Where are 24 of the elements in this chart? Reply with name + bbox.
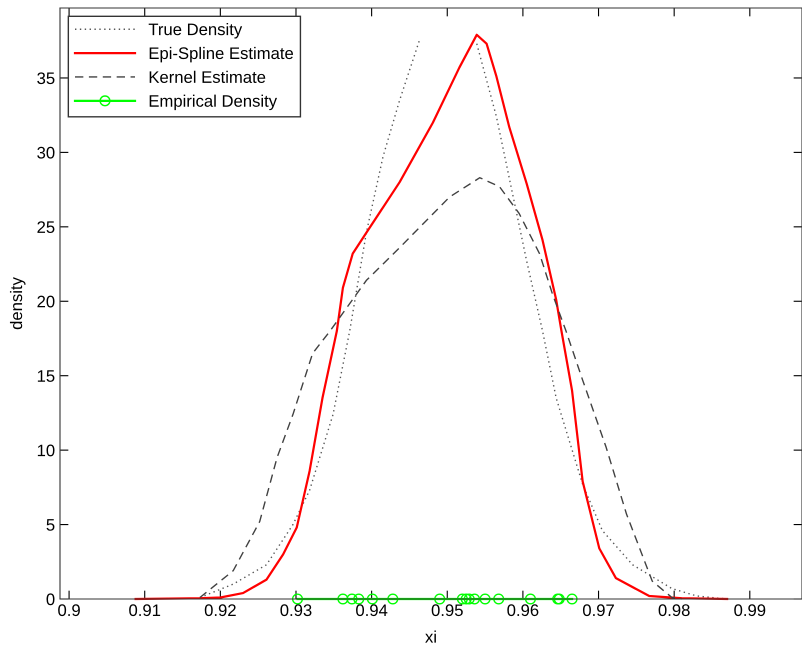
y-axis-title: density bbox=[10, 277, 26, 330]
legend-label: Kernel Estimate bbox=[150, 70, 266, 83]
x-tick-label: 0.92 bbox=[204, 604, 236, 616]
y-tick-label: 15 bbox=[38, 370, 54, 382]
y-tick-label: 30 bbox=[37, 146, 54, 159]
y-tick-label: 10 bbox=[38, 444, 54, 456]
x-tick-label: 0.9 bbox=[58, 604, 80, 616]
legend-label: True Density bbox=[148, 23, 242, 39]
x-axis-title: xi bbox=[425, 630, 436, 643]
x-tick-label: 0.95 bbox=[432, 604, 463, 616]
x-tick-label: 0.93 bbox=[280, 604, 312, 616]
y-tick-label: 0 bbox=[46, 593, 54, 606]
legend-label: Epi-Spline Estimate bbox=[150, 46, 294, 62]
x-tick-label: 0.94 bbox=[356, 604, 388, 616]
y-tick-label: 5 bbox=[46, 519, 54, 531]
x-tick-label: 0.96 bbox=[507, 604, 538, 616]
legend-label: Empirical Density bbox=[150, 94, 278, 110]
y-tick-label: 20 bbox=[37, 296, 54, 308]
x-tick-label: 0.98 bbox=[658, 604, 690, 616]
x-tick-label: 0.91 bbox=[129, 604, 160, 616]
y-tick-label: 35 bbox=[37, 72, 54, 84]
x-tick-label: 0.99 bbox=[734, 604, 766, 616]
x-tick-label: 0.97 bbox=[582, 604, 614, 616]
y-tick-label: 25 bbox=[37, 221, 54, 234]
